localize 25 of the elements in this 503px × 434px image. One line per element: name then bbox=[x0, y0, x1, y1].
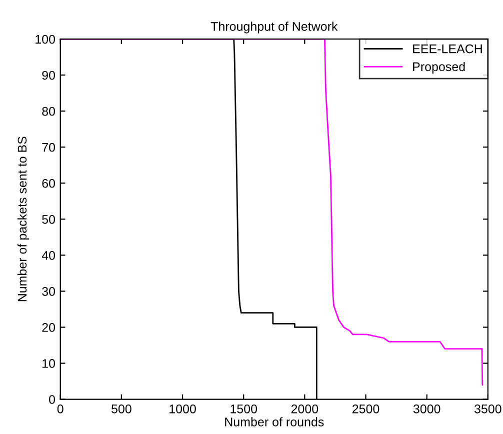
line-series bbox=[60, 39, 484, 386]
y-tick-label: 100 bbox=[36, 34, 56, 44]
y-tick-label: 10 bbox=[42, 359, 56, 368]
legend-label: Proposed bbox=[413, 62, 465, 74]
legend-label: EEE-LEACH bbox=[413, 44, 482, 54]
y-axis-title: Number of packets sent to BS bbox=[17, 136, 30, 302]
x-tick-label: 0 bbox=[57, 404, 64, 414]
y-tick-label: 60 bbox=[42, 178, 56, 188]
y-tick-label: 0 bbox=[49, 395, 56, 404]
x-tick-label: 3000 bbox=[413, 404, 440, 414]
x-axis-title: Number of rounds bbox=[225, 417, 324, 426]
x-tick-label: 2000 bbox=[291, 404, 318, 414]
y-tick-label: 50 bbox=[42, 214, 56, 224]
y-tick-label: 80 bbox=[42, 106, 56, 116]
y-tick-label: 90 bbox=[42, 70, 56, 80]
y-tick-label: 70 bbox=[42, 142, 56, 152]
chart-title: Throughput of Network bbox=[210, 22, 338, 34]
x-tick-label: 2500 bbox=[352, 404, 380, 414]
y-tick-label: 30 bbox=[42, 287, 56, 296]
x-tick-label: 500 bbox=[112, 404, 132, 414]
x-tick-label: 3500 bbox=[474, 404, 502, 414]
x-tick-label: 1500 bbox=[230, 404, 258, 414]
y-tick-label: 40 bbox=[42, 250, 56, 260]
y-tick-label: 20 bbox=[42, 323, 56, 332]
x-tick-label: 1000 bbox=[170, 404, 196, 414]
